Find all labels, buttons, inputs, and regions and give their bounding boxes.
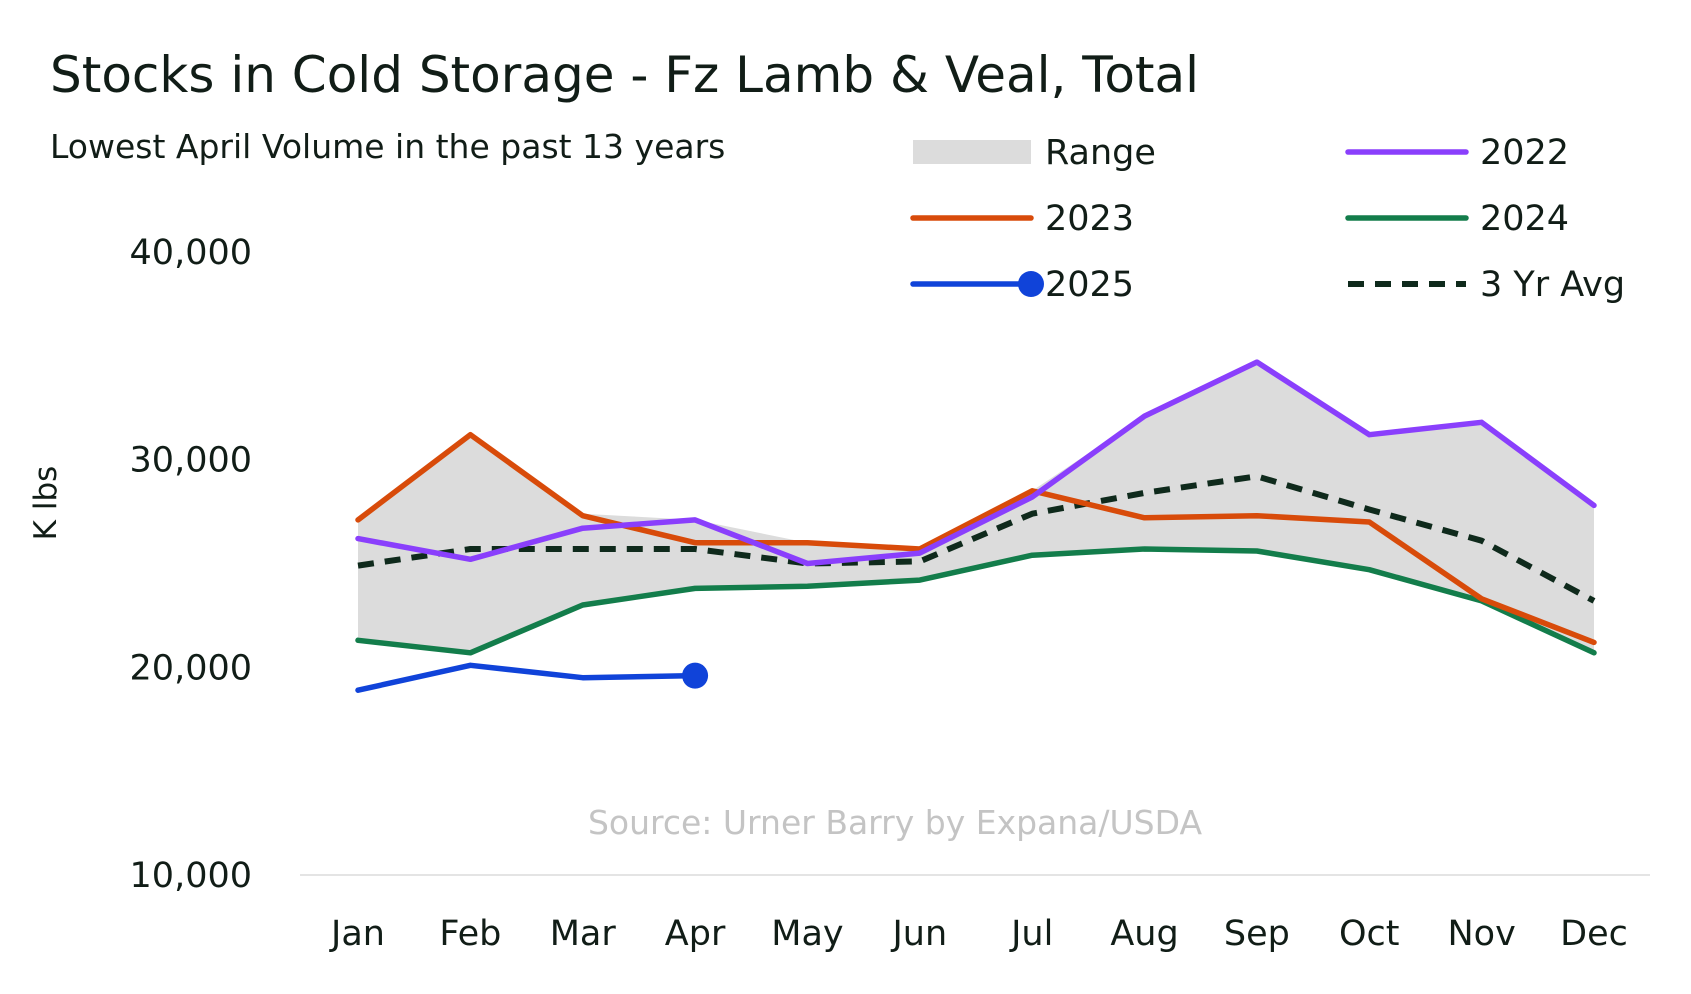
- y-tick-label: 20,000: [130, 648, 252, 688]
- legend-label-2022: 2022: [1480, 133, 1569, 173]
- plot-area: 10,000 20,000 30,000 40,000 Jan Feb Mar Apr May J…: [130, 233, 1650, 954]
- y-tick-label: 10,000: [130, 856, 252, 896]
- legend-swatch-range: [913, 140, 1031, 164]
- source-note: Source: Urner Barry by Expana/USDA: [588, 803, 1203, 842]
- legend-label-2024: 2024: [1480, 199, 1569, 239]
- x-tick-label: May: [771, 914, 843, 954]
- y-tick-label: 30,000: [130, 441, 252, 481]
- series-line-2023: [355, 431, 1597, 646]
- legend-marker-2025: [1018, 271, 1044, 297]
- legend-label-2023: 2023: [1045, 199, 1134, 239]
- x-tick-label: Jan: [329, 914, 385, 954]
- x-tick-label: Oct: [1339, 914, 1400, 954]
- legend-label-range: Range: [1045, 133, 1156, 173]
- legend-label-2025: 2025: [1045, 265, 1134, 305]
- y-tick-label: 40,000: [130, 233, 252, 273]
- x-tick-label: Mar: [550, 914, 617, 954]
- series-line-2024: [355, 546, 1597, 656]
- x-tick-label: Feb: [439, 914, 501, 954]
- legend: Range 2022 2023 2024 2025 3 Yr Avg: [910, 133, 1625, 305]
- chart-title: Stocks in Cold Storage - Fz Lamb & Veal,…: [50, 46, 1199, 104]
- y-axis-label: K lbs: [28, 466, 64, 541]
- x-tick-label: Jul: [1009, 914, 1053, 954]
- chart-subtitle: Lowest April Volume in the past 13 years: [50, 127, 725, 166]
- series-line-3-yr-avg: [357, 473, 1596, 604]
- series-line-2022: [355, 359, 1597, 567]
- x-tick-label: Apr: [665, 914, 726, 954]
- x-tick-label: Sep: [1224, 914, 1290, 954]
- legend-label-3-yr-avg: 3 Yr Avg: [1480, 265, 1625, 305]
- range-band: [358, 362, 1594, 653]
- x-tick-label: Jun: [890, 914, 947, 954]
- series-marker-2025: [682, 662, 709, 689]
- x-tick-label: Aug: [1110, 914, 1178, 954]
- x-tick-label: Nov: [1447, 914, 1515, 954]
- x-tick-label: Dec: [1560, 914, 1628, 954]
- series-line-2025: [355, 662, 698, 693]
